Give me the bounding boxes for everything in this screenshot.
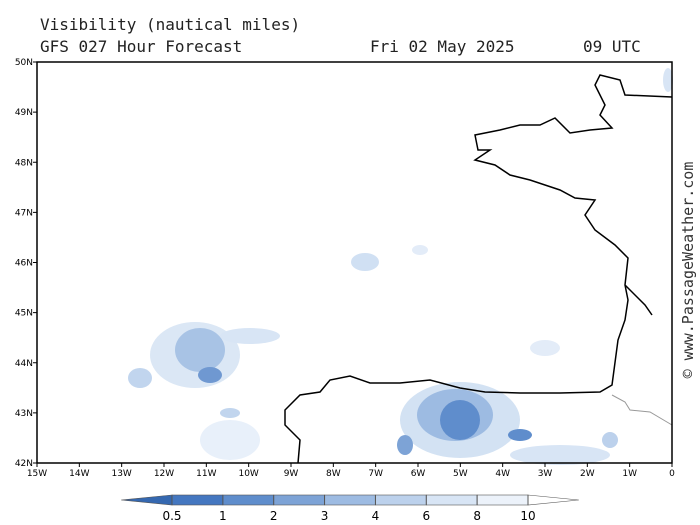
colorbar-segment: [121, 494, 173, 506]
y-tick-label: 42N: [15, 459, 33, 469]
colorbar-segment: [273, 494, 325, 506]
colorbar-segment: [476, 494, 529, 506]
colorbar-segment: [425, 494, 478, 506]
subtitle: GFS 027 Hour Forecast: [40, 37, 242, 56]
y-tick-label: 45N: [15, 309, 33, 319]
x-tick-label: 10W: [238, 469, 258, 479]
watermark: © www.PassageWeather.com: [679, 162, 697, 379]
x-tick-label: 9W: [284, 469, 299, 479]
colorbar-label: 2: [270, 509, 278, 523]
colorbar-label: 1: [219, 509, 227, 523]
border: [611, 394, 673, 426]
x-tick-label: 1W: [622, 469, 637, 479]
colorbar-label: 4: [372, 509, 380, 523]
x-tick-label: 6W: [411, 469, 426, 479]
colorbar-segment: [375, 494, 427, 506]
y-tick-label: 47N: [15, 208, 33, 218]
x-tick-label: 8W: [326, 469, 341, 479]
x-tick-label: 5W: [453, 469, 468, 479]
colorbar-label: 0.5: [162, 509, 181, 523]
x-tick-label: 13W: [111, 469, 131, 479]
y-tick-label: 50N: [15, 58, 33, 68]
colorbar-label: 6: [422, 509, 430, 523]
y-tick-label: 49N: [15, 108, 33, 118]
colorbar-segment: [222, 494, 275, 506]
y-tick-label: 44N: [15, 359, 33, 369]
x-tick-label: 2W: [580, 469, 595, 479]
date: Fri 02 May 2025: [370, 37, 515, 56]
colorbar-label: 3: [321, 509, 329, 523]
x-tick-label: 3W: [538, 469, 553, 479]
colorbar-label: 8: [473, 509, 481, 523]
y-tick-label: 46N: [15, 259, 33, 269]
colorbar-label: 10: [520, 509, 535, 523]
visibility-field: [128, 68, 673, 465]
x-tick-label: 4W: [495, 469, 510, 479]
time: 09 UTC: [583, 37, 641, 56]
coastline: [284, 74, 673, 464]
colorbar-segment: [527, 494, 579, 506]
y-tick-label: 48N: [15, 158, 33, 168]
x-tick-label: 0: [669, 469, 675, 479]
x-tick-label: 7W: [368, 469, 383, 479]
x-tick-label: 12W: [154, 469, 174, 479]
y-tick-label: 43N: [15, 409, 33, 419]
x-tick-label: 14W: [69, 469, 89, 479]
x-tick-label: 15W: [27, 469, 47, 479]
title: Visibility (nautical miles): [40, 15, 300, 34]
x-tick-label: 11W: [196, 469, 216, 479]
colorbar-segment: [324, 494, 376, 506]
colorbar-segment: [171, 494, 224, 506]
